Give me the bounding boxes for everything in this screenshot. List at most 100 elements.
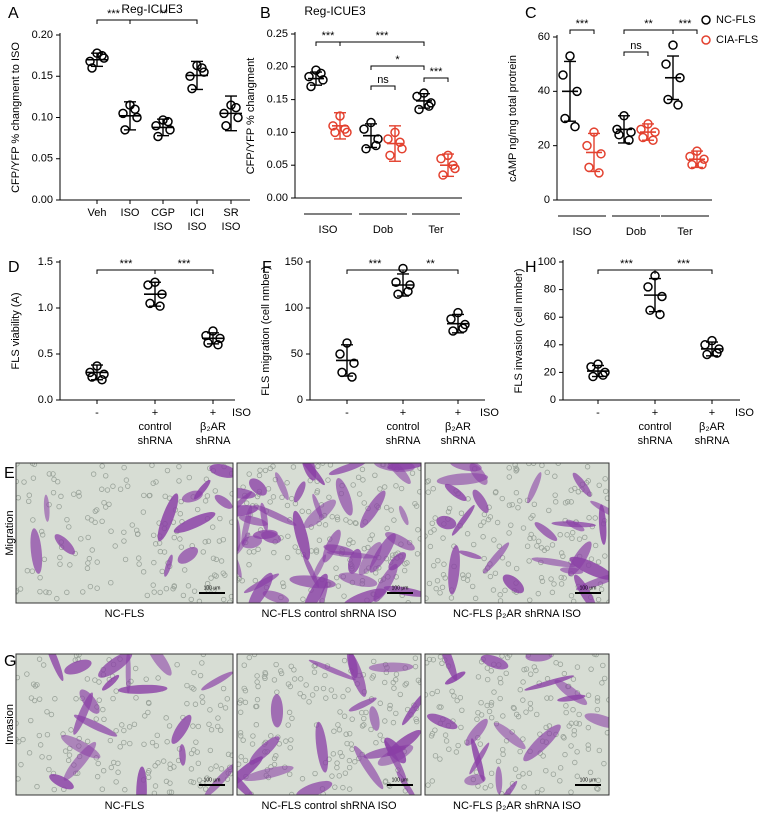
pore — [569, 529, 576, 536]
pore — [417, 679, 421, 686]
data-point — [349, 358, 359, 368]
pore — [437, 654, 444, 660]
pore — [361, 545, 368, 552]
pore — [539, 578, 546, 584]
pore — [571, 732, 577, 738]
y-axis-label: cAMP ng/mg total protrein — [507, 55, 519, 182]
pore — [303, 682, 309, 688]
pore — [182, 567, 188, 573]
pore — [500, 713, 506, 719]
pore — [429, 778, 435, 784]
data-point — [99, 369, 109, 379]
scale-bar-label: 100 μm — [392, 585, 409, 591]
pore — [403, 680, 410, 687]
pore — [558, 550, 565, 556]
pore — [446, 505, 453, 512]
pore — [381, 484, 388, 490]
data-point — [385, 150, 395, 161]
pore — [289, 715, 295, 722]
cell — [590, 500, 609, 520]
pore — [336, 773, 342, 779]
pore — [538, 545, 545, 551]
pore — [469, 583, 476, 590]
micrograph-border — [424, 653, 610, 796]
x-tick-label: control — [138, 421, 171, 433]
pore — [311, 669, 318, 675]
cell — [439, 654, 458, 681]
pore — [313, 549, 320, 555]
pore — [347, 519, 353, 525]
pore — [104, 487, 111, 493]
cell — [458, 550, 482, 560]
pore — [65, 757, 72, 764]
error-bar — [191, 60, 203, 91]
data-point — [558, 70, 568, 80]
image-caption: NC-FLS — [105, 800, 145, 812]
pore — [191, 588, 198, 594]
pore — [152, 783, 159, 789]
pore — [558, 574, 564, 581]
error-bar — [389, 125, 401, 162]
pore — [458, 510, 465, 516]
pore — [291, 667, 297, 673]
pore — [334, 516, 341, 523]
error-bar — [691, 150, 703, 169]
pore — [516, 498, 523, 504]
pore — [145, 774, 152, 781]
pore — [271, 549, 277, 556]
pore — [192, 701, 199, 707]
cell — [557, 694, 586, 702]
pore — [287, 771, 293, 777]
error-bar — [564, 60, 576, 122]
pore — [361, 500, 367, 506]
cell — [388, 552, 407, 571]
pore — [196, 598, 203, 603]
pore — [563, 703, 569, 709]
pore — [334, 764, 340, 771]
pore — [442, 575, 448, 581]
pore — [284, 480, 290, 486]
panel-letter: C — [525, 5, 537, 22]
pore — [570, 598, 577, 603]
pore — [190, 779, 197, 786]
pore — [414, 551, 421, 557]
pore — [393, 483, 399, 489]
data-point — [624, 135, 634, 145]
pore — [217, 727, 224, 733]
pore — [80, 589, 86, 595]
pore — [393, 710, 399, 717]
pore — [520, 736, 526, 742]
cell — [469, 742, 490, 775]
y-tick-label: 50 — [291, 348, 303, 360]
cell — [531, 557, 576, 568]
pore — [513, 711, 520, 718]
pore — [487, 783, 494, 789]
pore — [557, 778, 563, 784]
pore — [149, 739, 156, 746]
pore — [84, 676, 91, 682]
data-point — [130, 104, 140, 114]
pore — [252, 577, 259, 584]
pore — [382, 779, 388, 785]
legend-label: NC-FLS — [716, 14, 756, 26]
pore — [369, 675, 375, 681]
pore — [524, 543, 531, 549]
pore — [268, 733, 274, 739]
error-bar — [442, 153, 454, 178]
data-point — [638, 132, 648, 143]
pore — [254, 696, 261, 703]
data-point — [316, 68, 326, 79]
significance-label: ** — [159, 8, 168, 20]
pore — [30, 681, 37, 687]
cell — [249, 736, 280, 765]
pore — [271, 755, 278, 762]
pore — [401, 567, 408, 574]
pore — [552, 499, 559, 505]
error-bar — [207, 332, 219, 345]
cell — [296, 780, 333, 795]
cell — [551, 521, 596, 528]
pore — [459, 707, 465, 713]
pore — [108, 764, 115, 771]
cell — [201, 671, 233, 691]
cell — [241, 505, 253, 545]
